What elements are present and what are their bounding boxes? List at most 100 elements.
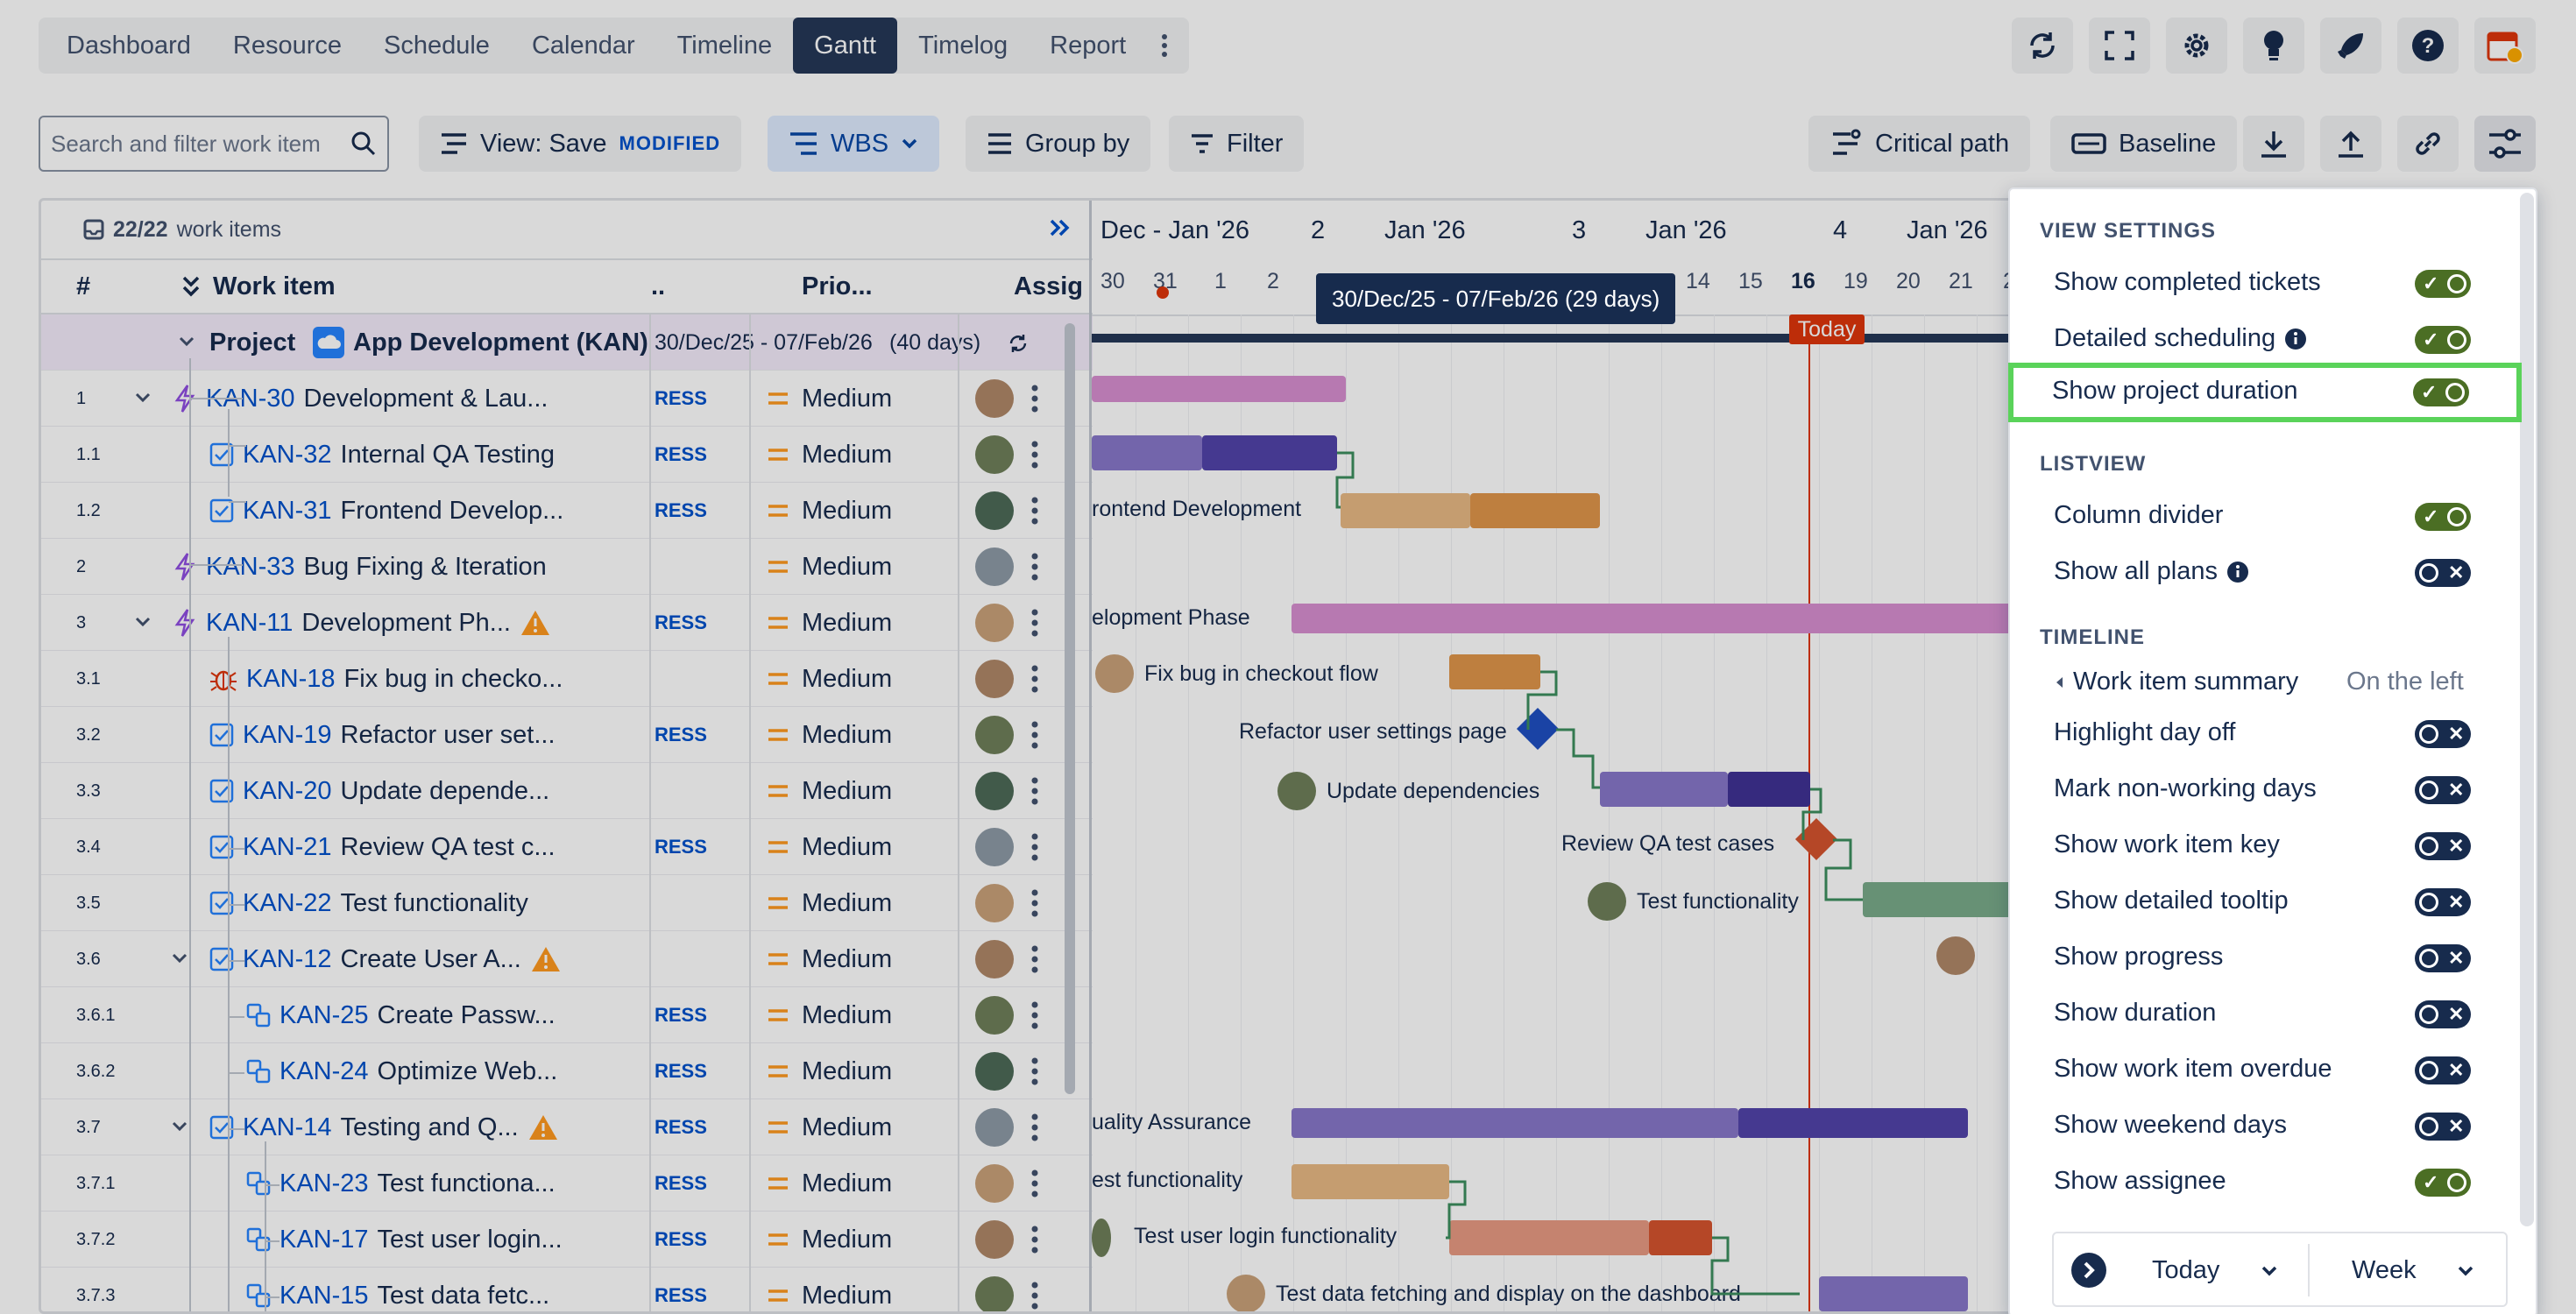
- work-item-key[interactable]: KAN-17: [280, 1225, 369, 1254]
- priority[interactable]: Medium: [767, 539, 892, 595]
- priority[interactable]: Medium: [767, 931, 892, 987]
- setting-toggle[interactable]: ✓: [2415, 270, 2471, 298]
- work-item-title[interactable]: Create User A...: [340, 944, 521, 973]
- gantt-bar-kan-14[interactable]: [1292, 1108, 1738, 1138]
- table-row[interactable]: 1 KAN-30 Development & Lau... RESS Medium: [41, 371, 1093, 427]
- setting-option[interactable]: Column divider: [2054, 501, 2223, 530]
- work-item-summary-option[interactable]: Work item summary: [2054, 668, 2298, 696]
- gantt-bar-kan-17-progress[interactable]: [1649, 1220, 1712, 1255]
- search-input[interactable]: Search and filter work item: [39, 116, 389, 172]
- more-actions-icon[interactable]: [1031, 998, 1038, 1033]
- work-item[interactable]: KAN-32 Internal QA Testing: [209, 427, 555, 483]
- priority[interactable]: Medium: [767, 875, 892, 931]
- avatar[interactable]: [975, 884, 1014, 922]
- setting-toggle[interactable]: ✕: [2415, 888, 2471, 916]
- avatar[interactable]: [975, 940, 1014, 978]
- work-item[interactable]: KAN-23 Test functiona...: [246, 1155, 556, 1212]
- work-item-key[interactable]: KAN-21: [243, 832, 332, 861]
- chevron-down-icon[interactable]: [2261, 1265, 2278, 1277]
- work-item-key[interactable]: KAN-22: [243, 888, 332, 917]
- table-row[interactable]: 3.7.1 KAN-23 Test functiona... RESS Medium: [41, 1155, 1093, 1212]
- status-badge[interactable]: RESS: [655, 1284, 707, 1306]
- more-actions-icon[interactable]: [1031, 774, 1038, 809]
- more-actions-icon[interactable]: [1031, 549, 1038, 584]
- work-item-title[interactable]: Review QA test c...: [340, 832, 556, 861]
- avatar[interactable]: [975, 996, 1014, 1035]
- work-item-title[interactable]: Refactor user set...: [340, 720, 556, 749]
- work-item-key[interactable]: KAN-14: [243, 1113, 332, 1141]
- work-item-key[interactable]: KAN-25: [280, 1000, 369, 1029]
- setting-option[interactable]: Detailed scheduling: [2054, 324, 2307, 353]
- wbs-button[interactable]: WBS: [768, 116, 940, 172]
- setting-option[interactable]: Show work item overdue: [2054, 1055, 2332, 1084]
- avatar[interactable]: [975, 1220, 1014, 1259]
- avatar[interactable]: [975, 604, 1014, 642]
- setting-toggle[interactable]: ✓: [2415, 326, 2471, 354]
- work-item[interactable]: KAN-19 Refactor user set...: [209, 707, 556, 763]
- sync-icon[interactable]: [2012, 18, 2073, 74]
- tab-dashboard[interactable]: Dashboard: [67, 31, 191, 60]
- status-badge[interactable]: RESS: [655, 443, 707, 465]
- settings-sliders-icon[interactable]: [2474, 116, 2536, 172]
- setting-toggle[interactable]: ✕: [2415, 720, 2471, 748]
- work-item-title[interactable]: Test functiona...: [377, 1169, 556, 1197]
- chevron-down-icon[interactable]: [134, 616, 152, 628]
- download-icon[interactable]: [2243, 116, 2304, 172]
- scroll-to-icon[interactable]: [2071, 1253, 2106, 1288]
- work-item-key[interactable]: KAN-11: [206, 608, 294, 637]
- chevron-down-icon[interactable]: [134, 392, 152, 404]
- work-item[interactable]: KAN-14 Testing and Q...: [209, 1099, 559, 1155]
- table-row[interactable]: 1.1 KAN-32 Internal QA Testing RESS Medium: [41, 427, 1093, 483]
- priority[interactable]: Medium: [767, 483, 892, 539]
- setting-option[interactable]: Highlight day off: [2054, 718, 2235, 747]
- priority[interactable]: Medium: [767, 1155, 892, 1212]
- today-button[interactable]: Today: [2152, 1256, 2220, 1284]
- gantt-bar-kan-20[interactable]: [1600, 772, 1728, 807]
- work-item[interactable]: KAN-20 Update depende...: [209, 763, 549, 819]
- work-item-key[interactable]: KAN-23: [280, 1169, 369, 1197]
- work-item-key[interactable]: KAN-12: [243, 944, 332, 973]
- table-row[interactable]: 3.6.2 KAN-24 Optimize Web... RESS Medium: [41, 1043, 1093, 1099]
- avatar[interactable]: [975, 828, 1014, 866]
- work-item[interactable]: KAN-17 Test user login...: [246, 1212, 563, 1268]
- avatar[interactable]: [975, 491, 1014, 530]
- work-item-title[interactable]: Optimize Web...: [377, 1056, 558, 1085]
- table-row[interactable]: 3.1 KAN-18 Fix bug in checko... Medium: [41, 651, 1093, 707]
- chevron-down-icon[interactable]: [171, 1120, 188, 1133]
- fullscreen-icon[interactable]: [2089, 18, 2150, 74]
- gantt-bar-kan-14-progress[interactable]: [1738, 1108, 1968, 1138]
- more-actions-icon[interactable]: [1031, 942, 1038, 977]
- work-item[interactable]: KAN-18 Fix bug in checko...: [209, 651, 563, 707]
- list-scrollbar[interactable]: [1065, 323, 1075, 1094]
- work-item-key[interactable]: KAN-18: [246, 664, 336, 693]
- priority[interactable]: Medium: [767, 763, 892, 819]
- setting-option[interactable]: Show weekend days: [2054, 1111, 2287, 1140]
- more-actions-icon[interactable]: [1031, 886, 1038, 921]
- setting-toggle[interactable]: ✓: [2415, 503, 2471, 531]
- tab-resource[interactable]: Resource: [232, 31, 342, 60]
- setting-option[interactable]: Show progress: [2054, 943, 2223, 971]
- work-item[interactable]: KAN-30 Development & Lau...: [173, 371, 548, 427]
- more-tabs-icon[interactable]: [1147, 18, 1182, 74]
- upload-icon[interactable]: [2320, 116, 2381, 172]
- settings-scrollbar[interactable]: [2520, 193, 2534, 1226]
- scale-select[interactable]: Week: [2352, 1256, 2417, 1284]
- gantt-bar-kan-17[interactable]: [1449, 1220, 1649, 1255]
- gantt-bar-kan-23[interactable]: [1292, 1164, 1449, 1199]
- tab-timeline[interactable]: Timeline: [676, 31, 773, 60]
- col-work-item[interactable]: Work item: [213, 272, 336, 300]
- table-row[interactable]: 3.4 KAN-21 Review QA test c... RESS Medium: [41, 819, 1093, 875]
- setting-toggle[interactable]: ✕: [2415, 1000, 2471, 1028]
- work-item-title[interactable]: Update depende...: [340, 776, 550, 805]
- avatar[interactable]: [975, 772, 1014, 810]
- work-item-key[interactable]: KAN-15: [280, 1281, 369, 1310]
- setting-toggle[interactable]: ✕: [2415, 944, 2471, 972]
- priority[interactable]: Medium: [767, 427, 892, 483]
- gantt-bar-kan-15[interactable]: [1819, 1276, 1968, 1311]
- gantt-bar-kan-20-progress[interactable]: [1728, 772, 1810, 807]
- work-item[interactable]: KAN-33 Bug Fixing & Iteration: [173, 539, 547, 595]
- priority[interactable]: Medium: [767, 1212, 892, 1268]
- priority[interactable]: Medium: [767, 707, 892, 763]
- more-actions-icon[interactable]: [1031, 1110, 1038, 1145]
- group-by-button[interactable]: Group by: [966, 116, 1151, 172]
